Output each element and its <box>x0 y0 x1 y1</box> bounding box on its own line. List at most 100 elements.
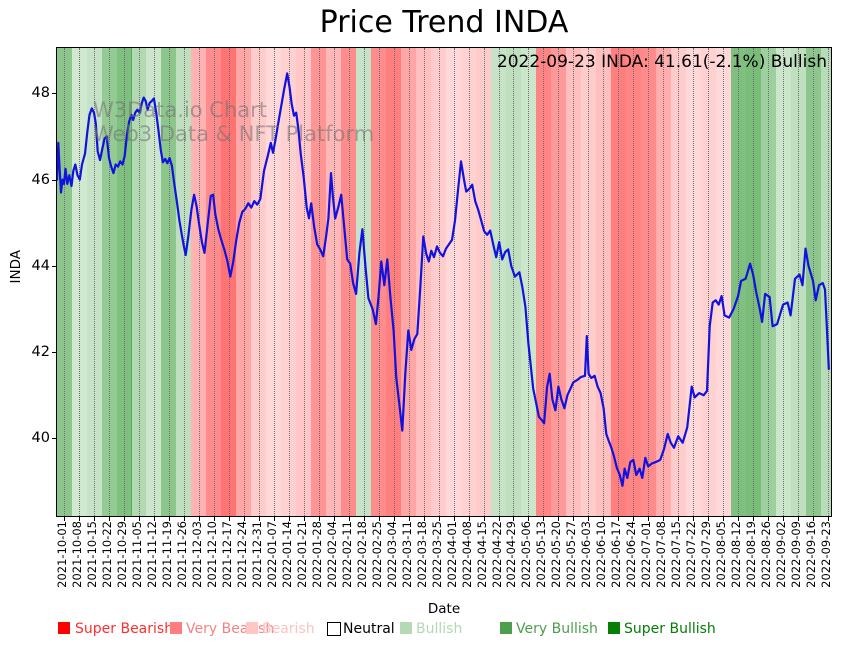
x-gridline <box>109 48 110 516</box>
x-tick-mark <box>828 517 829 521</box>
x-tick-mark <box>663 517 665 521</box>
x-tick-label-2022-08-26: 2022-08-26 <box>759 521 774 588</box>
x-tick-mark <box>498 517 500 521</box>
x-tick-label-2021-11-05: 2021-11-05 <box>129 521 144 588</box>
y-tick-mark <box>52 93 57 94</box>
x-tick-label-2022-07-29: 2022-07-29 <box>699 521 714 588</box>
x-axis-label: Date <box>427 601 461 617</box>
x-gridline <box>498 48 500 516</box>
price-line-svg <box>57 72 830 487</box>
x-gridline <box>79 48 80 516</box>
x-tick-mark <box>243 517 245 521</box>
x-gridline <box>573 48 575 516</box>
x-gridline <box>483 48 485 516</box>
y-tick-mark <box>52 438 57 439</box>
x-tick-label-2021-12-03: 2021-12-03 <box>189 521 204 588</box>
x-tick-label-2022-07-15: 2022-07-15 <box>669 521 684 588</box>
x-tick-mark <box>183 517 185 521</box>
legend-label-super-bullish: Super Bullish <box>624 621 716 637</box>
x-tick-mark <box>258 517 260 521</box>
x-tick-mark <box>363 517 365 521</box>
x-tick-label-2021-10-22: 2021-10-22 <box>100 521 114 588</box>
x-tick-mark <box>753 517 755 521</box>
x-tick-mark <box>153 517 155 521</box>
x-gridline <box>738 48 740 516</box>
x-gridline <box>723 48 725 516</box>
x-tick-label-2022-09-23: 2022-09-23 <box>819 521 833 588</box>
x-gridline <box>678 48 680 516</box>
x-tick-label-2021-10-15: 2021-10-15 <box>85 521 99 588</box>
x-tick-label-2022-05-27: 2022-05-27 <box>564 521 579 588</box>
y-tick-mark <box>52 352 57 353</box>
x-tick-mark <box>678 517 680 521</box>
x-gridline <box>198 48 200 516</box>
y-tick-label-48: 48 <box>31 85 50 101</box>
x-gridline <box>708 48 710 516</box>
x-tick-label-2022-07-08: 2022-07-08 <box>654 521 669 588</box>
x-gridline <box>663 48 665 516</box>
x-tick-label-2022-03-25: 2022-03-25 <box>429 521 444 588</box>
x-tick-mark <box>124 517 125 521</box>
x-tick-mark <box>273 517 275 521</box>
legend-swatch-bearish <box>246 622 258 634</box>
x-tick-mark <box>393 517 395 521</box>
x-tick-label-2021-11-19: 2021-11-19 <box>159 521 174 588</box>
x-tick-mark <box>438 517 440 521</box>
x-gridline <box>468 48 470 516</box>
x-tick-mark <box>468 517 470 521</box>
x-gridline <box>633 48 635 516</box>
x-tick-label-2022-03-18: 2022-03-18 <box>414 521 429 588</box>
x-tick-label-2021-12-17: 2021-12-17 <box>219 521 234 588</box>
x-tick-mark <box>723 517 725 521</box>
x-tick-label-2022-03-04: 2022-03-04 <box>384 521 399 588</box>
x-gridline <box>528 48 530 516</box>
x-gridline <box>333 48 335 516</box>
x-tick-mark <box>648 517 650 521</box>
x-tick-mark <box>768 517 770 521</box>
x-tick-label-2022-01-07: 2022-01-07 <box>264 521 279 588</box>
legend-swatch-super-bullish <box>608 622 620 634</box>
x-tick-mark <box>303 517 305 521</box>
legend-swatch-bullish <box>400 622 412 634</box>
x-gridline <box>543 48 545 516</box>
x-tick-label-2021-10-08: 2021-10-08 <box>70 521 84 588</box>
x-tick-mark <box>633 517 635 521</box>
x-tick-mark <box>79 517 80 521</box>
watermark: W3Data.io Chart Web3 Data & NFT Platform <box>93 98 374 146</box>
y-tick-label-46: 46 <box>31 172 50 188</box>
x-tick-label-2022-04-29: 2022-04-29 <box>504 521 519 588</box>
x-tick-label-2021-10-01: 2021-10-01 <box>55 521 69 588</box>
x-tick-mark <box>64 517 65 521</box>
x-tick-label-2022-02-04: 2022-02-04 <box>324 521 339 588</box>
sentiment-band-2022-09-23 <box>820 48 831 516</box>
plot-canvas: W3Data.io Chart Web3 Data & NFT Platform… <box>57 48 831 516</box>
x-tick-label-2021-11-12: 2021-11-12 <box>144 521 159 588</box>
x-tick-mark <box>198 517 200 521</box>
x-gridline <box>348 48 350 516</box>
x-gridline <box>243 48 245 516</box>
x-gridline <box>558 48 560 516</box>
x-tick-label-2022-04-01: 2022-04-01 <box>444 521 459 588</box>
y-tick-label-42: 42 <box>31 344 50 360</box>
x-gridline <box>828 48 829 516</box>
x-tick-mark <box>693 517 695 521</box>
legend-label-very-bearish: Very Bearish <box>186 621 275 637</box>
x-gridline <box>648 48 650 516</box>
x-tick-mark <box>423 517 425 521</box>
x-gridline <box>693 48 695 516</box>
x-tick-label-2022-06-24: 2022-06-24 <box>624 521 639 588</box>
x-tick-label-2022-05-13: 2022-05-13 <box>534 521 549 588</box>
x-tick-mark <box>573 517 575 521</box>
x-tick-label-2021-10-29: 2021-10-29 <box>115 521 129 588</box>
price-line <box>57 72 830 487</box>
x-gridline <box>798 48 799 516</box>
legend-swatch-neutral <box>327 622 341 636</box>
x-gridline <box>393 48 395 516</box>
x-gridline <box>408 48 410 516</box>
x-tick-mark <box>138 517 140 521</box>
x-tick-label-2022-06-17: 2022-06-17 <box>609 521 624 588</box>
x-tick-mark <box>378 517 380 521</box>
x-tick-mark <box>288 517 290 521</box>
x-tick-label-2022-05-06: 2022-05-06 <box>519 521 534 588</box>
legend-swatch-super-bearish <box>58 622 70 634</box>
